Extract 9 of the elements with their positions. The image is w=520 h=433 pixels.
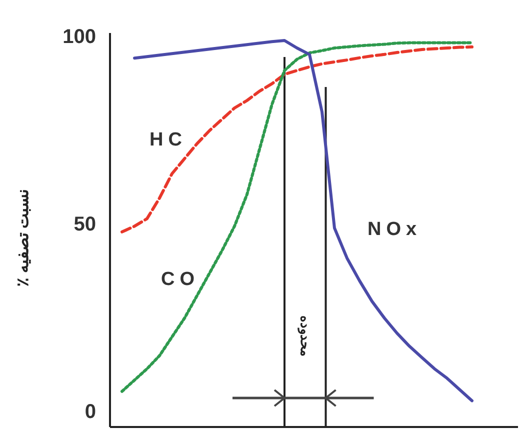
annotation: محدوده (297, 316, 314, 356)
y-axis-title: نسبت تصفیه ٪ (15, 190, 32, 286)
y-tick-label: 0 (84, 400, 96, 423)
y-tick-label: 100 (62, 26, 96, 48)
line-series (120, 45, 474, 234)
series-label: CO (161, 269, 200, 290)
series-label: NOx (368, 219, 422, 240)
series-label: HC (150, 130, 187, 151)
y-tick-label: 50 (74, 213, 96, 236)
